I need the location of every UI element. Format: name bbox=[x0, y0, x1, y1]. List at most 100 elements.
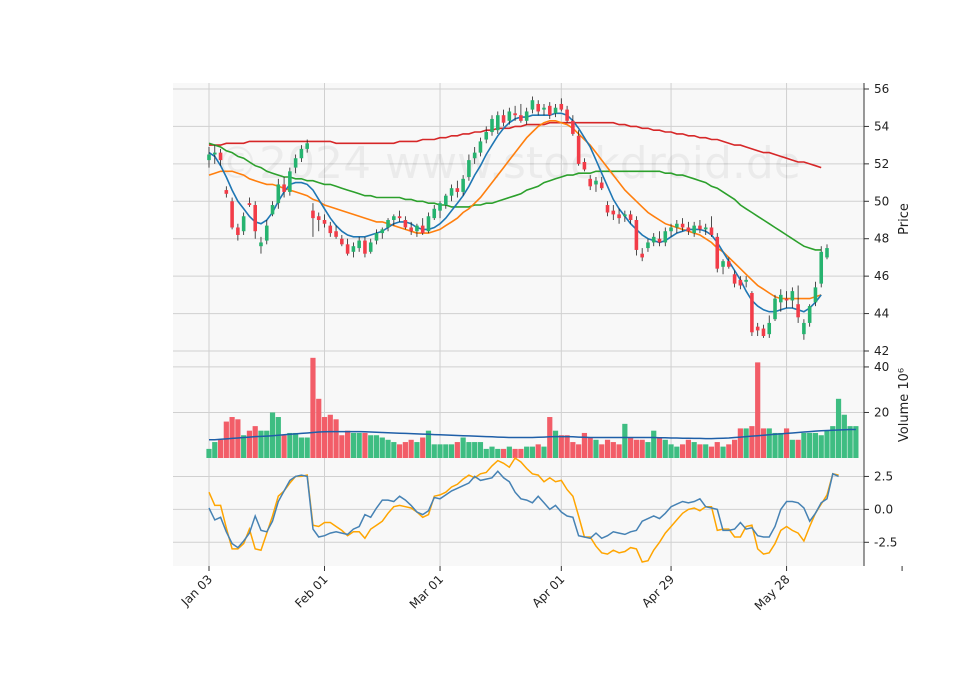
volume-bar bbox=[304, 437, 310, 458]
candle-body bbox=[571, 120, 575, 134]
candle-body bbox=[340, 238, 344, 245]
volume-bar bbox=[587, 437, 593, 458]
oscillator-line-a bbox=[208, 470, 839, 549]
candle-body bbox=[467, 160, 471, 177]
volume-bar bbox=[633, 439, 640, 458]
candle-body bbox=[328, 225, 333, 234]
volume-bar bbox=[703, 444, 709, 458]
candle-body bbox=[605, 205, 610, 213]
candle-body bbox=[565, 109, 569, 121]
volume-bar bbox=[795, 439, 801, 458]
volume-ma-line bbox=[209, 428, 856, 441]
volume-bar bbox=[373, 435, 380, 458]
candle-body bbox=[524, 111, 529, 121]
volume-bar bbox=[708, 446, 715, 458]
candle-body bbox=[444, 195, 448, 206]
volume-bar bbox=[541, 446, 547, 458]
volume-bar bbox=[420, 437, 426, 458]
candle-body bbox=[657, 238, 662, 243]
volume-bar bbox=[610, 442, 616, 458]
candle-body bbox=[449, 188, 454, 196]
volume-bar bbox=[685, 439, 691, 458]
candle-body bbox=[224, 190, 229, 194]
volume-bar bbox=[668, 444, 674, 458]
price-tick-label: 42 bbox=[874, 344, 889, 358]
candle-body bbox=[455, 188, 460, 192]
candle-body bbox=[767, 322, 772, 335]
volume-bar bbox=[772, 432, 778, 458]
candle-body bbox=[715, 236, 720, 269]
volume-axis-label: Volume 10⁶ bbox=[897, 368, 912, 442]
volume-bar bbox=[581, 432, 588, 458]
candle-body bbox=[293, 158, 298, 168]
volume-bar bbox=[564, 435, 570, 458]
volume-bar bbox=[217, 439, 224, 458]
volume-bar bbox=[466, 442, 472, 458]
volume-bar bbox=[425, 430, 432, 458]
oscillator-tick-label: 0.0 bbox=[874, 502, 893, 516]
volume-bar bbox=[206, 448, 212, 458]
candle-body bbox=[727, 261, 731, 267]
volume-bar bbox=[287, 432, 293, 458]
candle-body bbox=[553, 107, 558, 114]
watermark: ©2024 www.stockdroid.de bbox=[215, 138, 801, 189]
candle-body bbox=[617, 214, 621, 219]
volume-bar bbox=[570, 442, 576, 458]
x-tick-label: Jan 03 bbox=[178, 572, 215, 609]
candle-body bbox=[374, 233, 379, 241]
x-tick-label: Apr 29 bbox=[639, 572, 677, 610]
volume-bar bbox=[298, 437, 305, 458]
volume-bar bbox=[760, 428, 767, 458]
candle-body bbox=[409, 227, 413, 232]
candle-body bbox=[784, 298, 789, 301]
candle-body bbox=[472, 152, 477, 159]
candle-body bbox=[825, 248, 829, 258]
candle-body bbox=[351, 246, 356, 252]
volume-bar bbox=[506, 446, 512, 458]
candle-body bbox=[640, 253, 644, 258]
volume-bar bbox=[246, 430, 253, 458]
price-tick-label: 44 bbox=[874, 307, 889, 321]
volume-bar bbox=[755, 362, 761, 458]
volume-bar bbox=[495, 448, 501, 458]
volume-bar bbox=[599, 444, 605, 458]
volume-bar bbox=[460, 437, 466, 458]
candle-body bbox=[721, 261, 725, 267]
volume-bar bbox=[697, 444, 703, 458]
candle-body bbox=[212, 152, 217, 155]
volume-bar bbox=[783, 428, 790, 458]
candlesticks bbox=[207, 96, 829, 340]
volume-bars bbox=[206, 357, 859, 458]
ma-mid-line bbox=[208, 120, 822, 300]
candle-body bbox=[432, 208, 437, 219]
volume-bar bbox=[281, 435, 287, 458]
candle-body bbox=[264, 225, 269, 241]
volume-bar bbox=[766, 428, 772, 458]
candle-body bbox=[675, 223, 679, 228]
candle-body bbox=[773, 298, 777, 320]
volume-bar bbox=[443, 444, 449, 458]
x-tick-label: Feb 01 bbox=[292, 572, 330, 610]
price-axis-label: Price bbox=[897, 203, 912, 235]
volume-bar bbox=[576, 444, 582, 458]
volume-bar bbox=[789, 439, 795, 458]
candle-body bbox=[519, 115, 523, 121]
volume-bar bbox=[593, 439, 599, 458]
candle-body bbox=[536, 103, 541, 112]
candle-body bbox=[438, 203, 442, 211]
volume-bar bbox=[604, 439, 611, 458]
volume-bar bbox=[391, 442, 397, 458]
candle-body bbox=[680, 223, 685, 228]
volume-bar bbox=[841, 414, 847, 458]
candle-body bbox=[259, 242, 263, 247]
candle-body bbox=[334, 231, 338, 237]
price-tick-label: 46 bbox=[874, 269, 889, 283]
volume-bar bbox=[408, 439, 414, 458]
candle-body bbox=[299, 148, 304, 159]
candle-body bbox=[796, 304, 800, 318]
candle-body bbox=[779, 294, 783, 303]
candle-body bbox=[755, 326, 760, 331]
volume-bar bbox=[518, 448, 524, 458]
candle-body bbox=[703, 227, 708, 230]
